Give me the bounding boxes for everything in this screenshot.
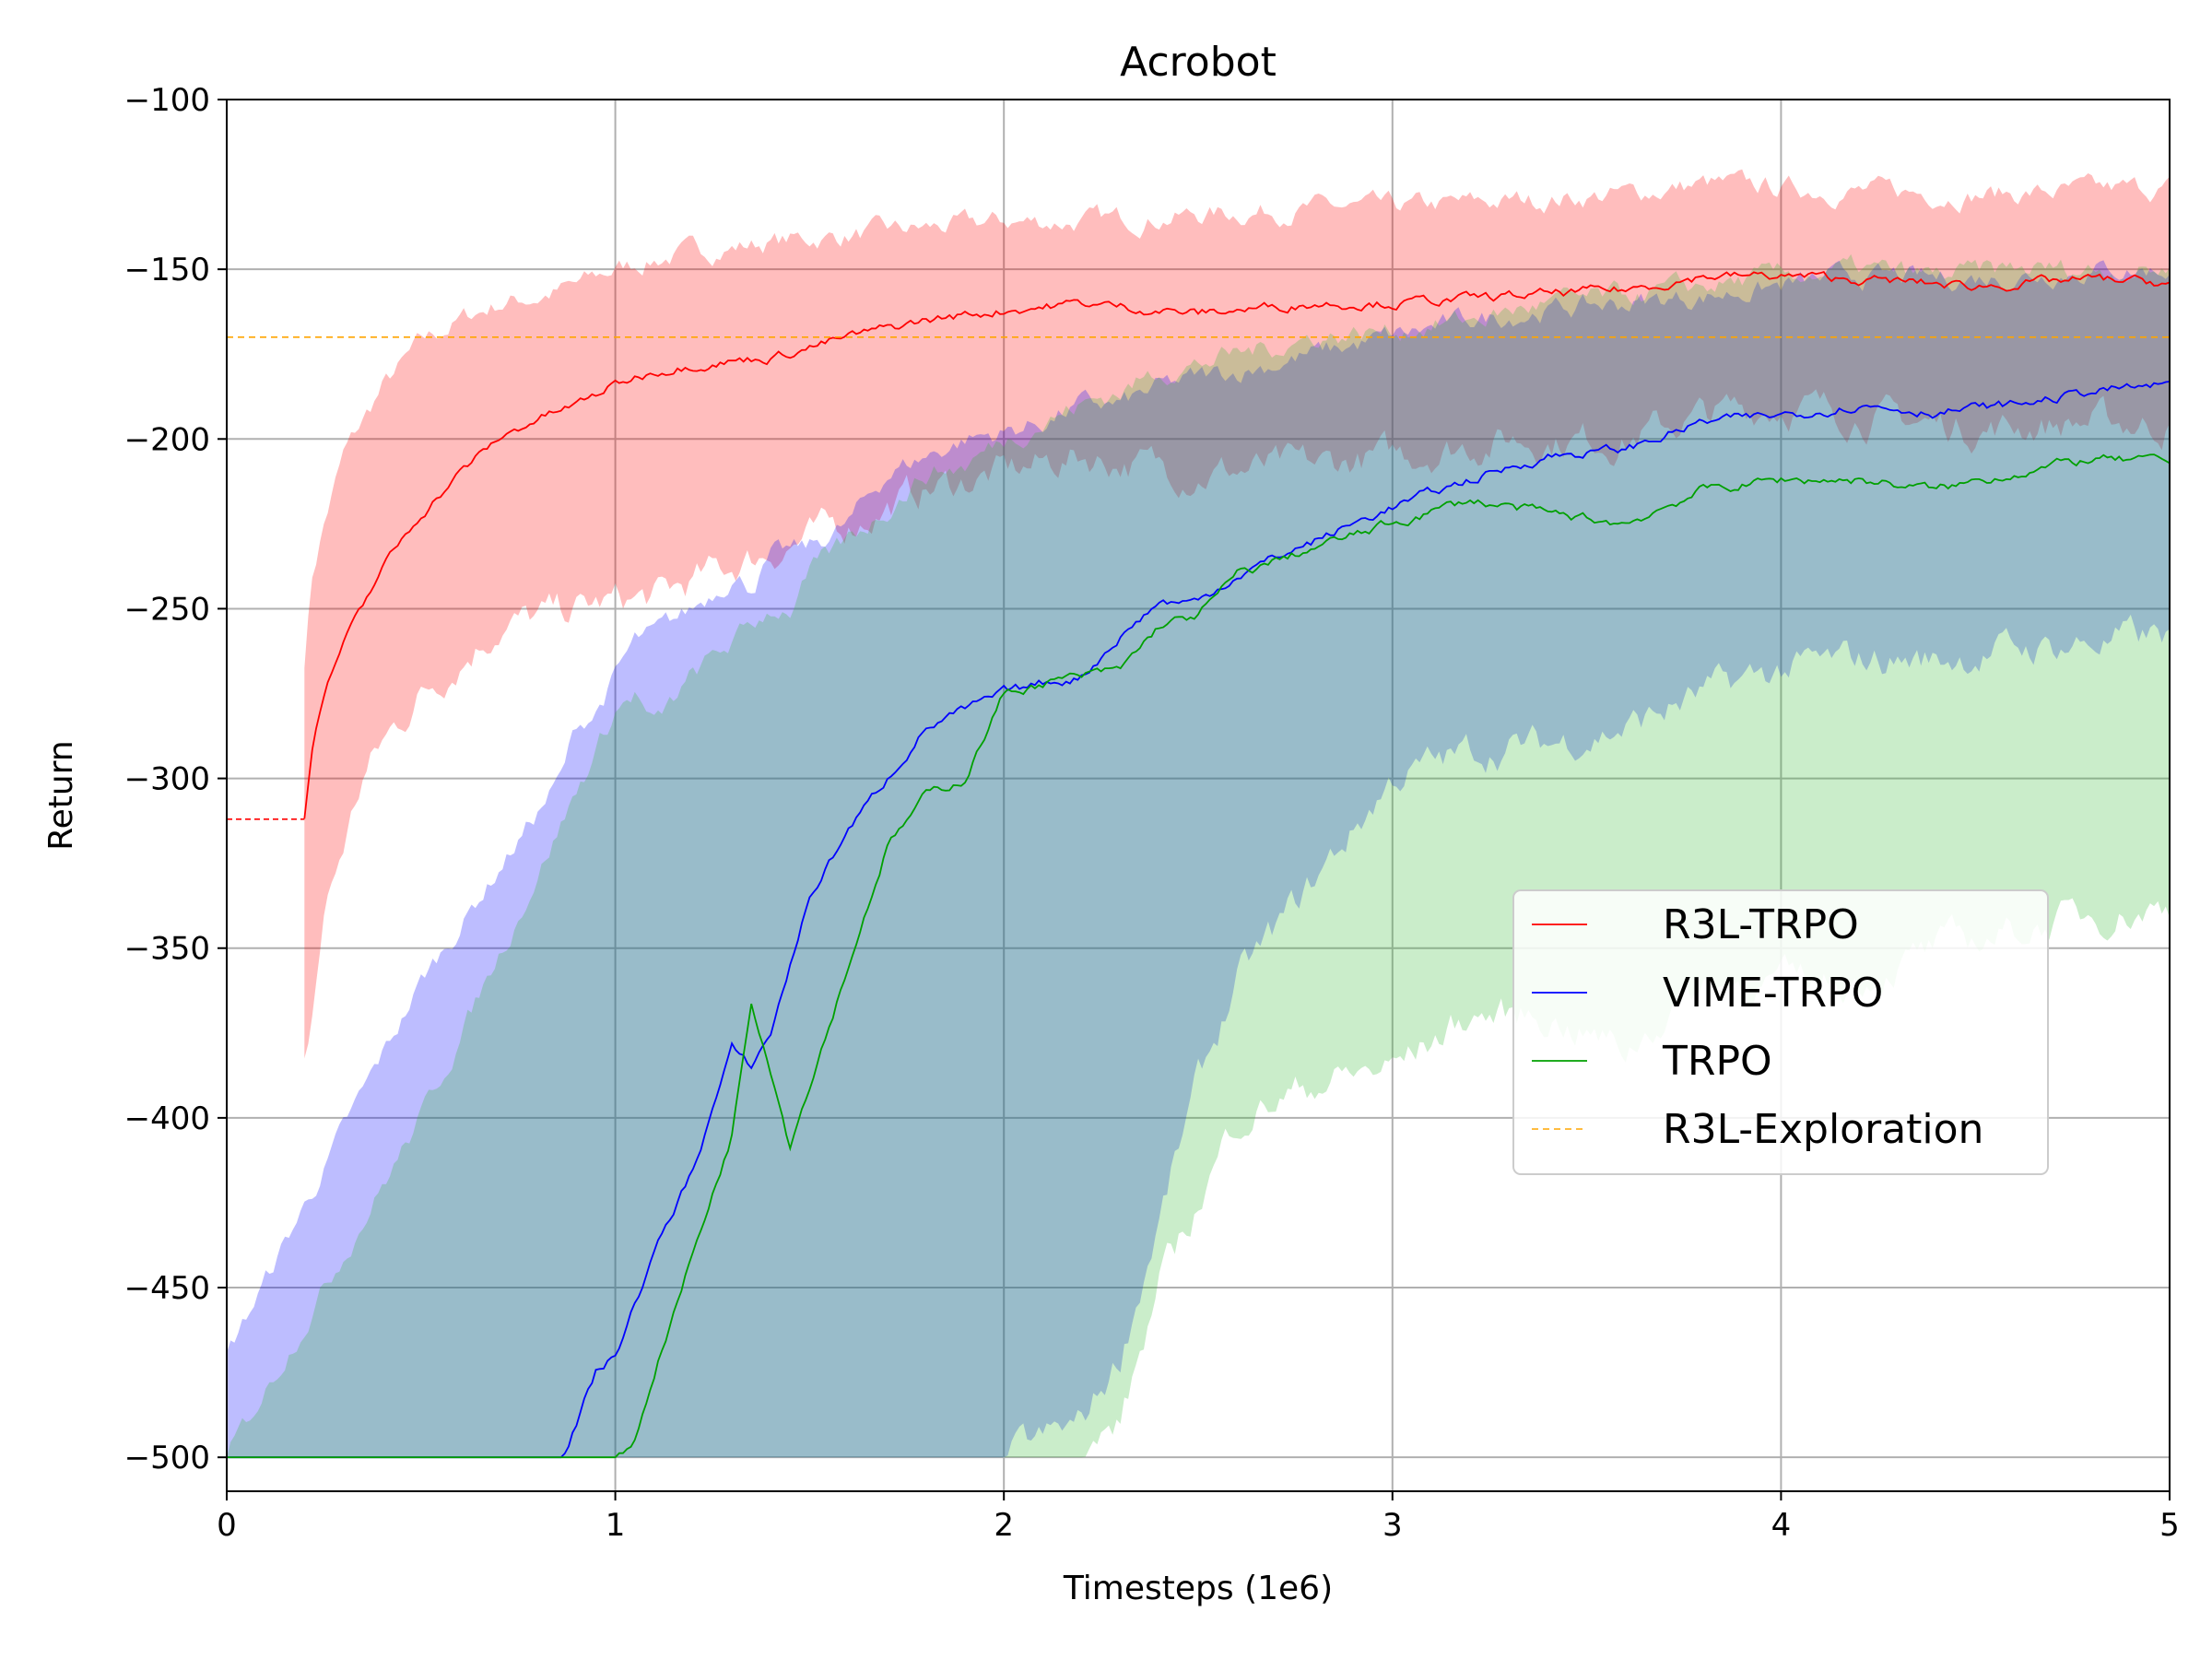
band-0	[304, 169, 2170, 1059]
grid	[226, 99, 2171, 1491]
plot-frame	[226, 99, 2171, 1492]
y-axis-label: Return	[42, 740, 80, 850]
y-tick-label-5: −350	[124, 931, 210, 968]
band-1	[227, 260, 2170, 1458]
chart-title: Acrobot	[1120, 39, 1277, 86]
y-tick-label-3: −250	[124, 591, 210, 628]
x-axis-ticks: 0 1 2 3 4 5	[217, 1491, 2180, 1544]
y-tick-label-6: −400	[124, 1100, 210, 1137]
y-tick-label-1: −150	[124, 252, 210, 288]
confidence-bands	[227, 169, 2170, 1458]
band-2	[227, 253, 2170, 1458]
series-line-0	[303, 270, 2171, 819]
legend-label-3: R3L-Exploration	[1663, 1106, 1983, 1153]
legend-label-0: R3L-TRPO	[1663, 901, 1859, 948]
legend-label-1: VIME-TRPO	[1663, 970, 1883, 1017]
legend-label-2: TRPO	[1662, 1038, 1772, 1085]
legend-box	[1512, 889, 2049, 1175]
y-tick-label-7: −450	[124, 1270, 210, 1307]
x-tick-label-4: 4	[1771, 1507, 1792, 1544]
y-tick-label-8: −500	[124, 1440, 210, 1477]
x-tick-label-2: 2	[994, 1507, 1014, 1544]
x-tick-label-1: 1	[606, 1507, 626, 1544]
y-axis-ticks: −100 −150 −200 −250 −300 −350 −400 −450 −500	[124, 82, 227, 1477]
x-tick-label-3: 3	[1382, 1507, 1403, 1544]
series-line-2	[227, 453, 2171, 1459]
x-axis-label: Timesteps (1e6)	[1063, 1570, 1333, 1607]
legend: R3L-TRPO VIME-TRPO TRPO R3L-Exploration	[1512, 889, 2049, 1175]
y-tick-label-0: −100	[124, 82, 210, 119]
x-tick-label-0: 0	[217, 1507, 237, 1544]
x-tick-label-5: 5	[2159, 1507, 2180, 1544]
y-tick-label-2: −200	[124, 421, 210, 458]
y-tick-label-4: −300	[124, 761, 210, 798]
series-lines	[227, 270, 2171, 1459]
